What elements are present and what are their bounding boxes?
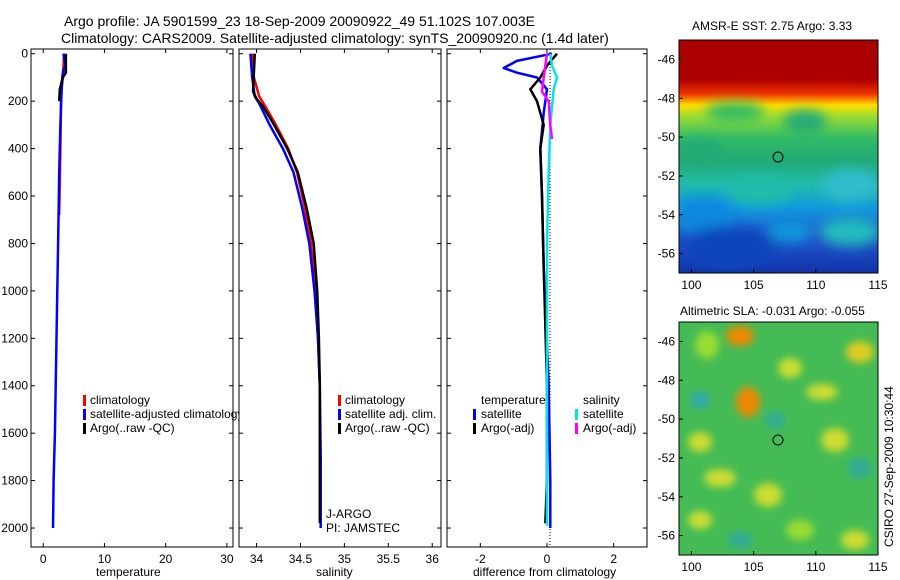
x-tick-label: 34 [250, 552, 264, 566]
legend-swatch-climatology [338, 395, 341, 406]
y-tick-label: 0 [21, 47, 28, 61]
legend-label-satellite: satellite-adjusted climatology [90, 407, 243, 421]
temperature-legend: climatology satellite-adjusted climatolo… [83, 393, 243, 435]
y-tick-label: 1400 [1, 379, 28, 393]
y-tick-label: 1800 [1, 474, 28, 488]
x-tick-label: 100 [681, 560, 701, 574]
annotation-pi: PI: JAMSTEC [326, 521, 400, 535]
difference-legend: temperature salinity satellite Argo(-adj… [473, 393, 636, 435]
x-tick-label: 35.5 [377, 552, 401, 566]
float-location-marker [772, 434, 784, 446]
y-tick-label: -48 [658, 373, 676, 387]
legend-swatch-sal-satellite [575, 409, 578, 420]
x-tick-label: 36 [426, 552, 440, 566]
series-line-salinity-satellite [545, 53, 559, 526]
series-line-argo-raw-qc- [251, 53, 322, 524]
difference-panel: -2 0 2 difference from climatology tempera… [446, 48, 648, 579]
salinity-legend: climatology satellite adj. clim. Argo(..… [338, 393, 436, 435]
y-tick-label: -52 [658, 169, 676, 183]
x-tick-label: 115 [868, 278, 887, 292]
legend-swatch-argo [83, 423, 86, 434]
temperature-axes [30, 48, 234, 548]
legend-label-argo: Argo(..raw -QC) [345, 421, 430, 435]
sla-map-title: Altimetric SLA: -0.031 Argo: -0.055 [680, 304, 865, 318]
salinity-panel: 34 34.5 35 35.5 36 salinity climatology sate… [238, 48, 442, 579]
legend-label-satellite: satellite adj. clim. [345, 407, 436, 421]
y-tick-label: -48 [658, 91, 676, 105]
x-tick-label: 2 [610, 552, 617, 566]
x-tick-label: 100 [681, 278, 701, 292]
legend-swatch-argo [338, 423, 341, 434]
y-tick-label: -50 [658, 412, 676, 426]
sst-map-field [679, 40, 878, 273]
temperature-xlabel: temperature [96, 565, 161, 579]
y-tick-label: -56 [658, 247, 676, 261]
annotation-program: J-ARGO [326, 507, 371, 521]
y-tick-label: -54 [658, 490, 676, 504]
y-tick-label: 200 [8, 94, 28, 108]
y-tick-label: -56 [658, 529, 676, 543]
sst-map-panel: AMSR-E SST: 2.75 Argo: 3.33 100 105 110 115… [658, 19, 888, 292]
y-tick-label: -52 [658, 451, 676, 465]
header-line-2: Climatology: CARS2009. Satellite-adjuste… [61, 30, 609, 46]
sst-map-axes [678, 39, 879, 274]
legend-label-climatology: climatology [90, 393, 150, 407]
y-tick-label: -46 [658, 334, 676, 348]
y-tick-label: 1000 [1, 284, 28, 298]
series-line-argo-raw-qc- [57, 53, 68, 102]
header-line-1: Argo profile: JA 5901599_23 18-Sep-2009 … [64, 13, 535, 29]
legend-swatch-climatology [83, 395, 86, 406]
legend-label-temp-satellite: satellite [481, 407, 522, 421]
series-line-salinity-argo-adj- [540, 53, 554, 140]
y-tick-label: 400 [8, 142, 28, 156]
x-tick-label: 105 [744, 560, 764, 574]
legend-label-temp-argo: Argo(-adj) [481, 421, 534, 435]
legend-label-sal-argo: Argo(-adj) [583, 421, 636, 435]
x-tick-label: 35 [338, 552, 352, 566]
y-tick-label: 1200 [1, 331, 28, 345]
x-tick-label: 115 [868, 560, 887, 574]
legend-swatch-satellite [83, 409, 86, 420]
x-tick-label: 110 [806, 278, 825, 292]
y-tick-label: -54 [658, 208, 676, 222]
salinity-xlabel: salinity [316, 565, 353, 579]
x-tick-label: 105 [744, 278, 764, 292]
sst-map-title: AMSR-E SST: 2.75 Argo: 3.33 [692, 19, 852, 33]
legend-label-argo: Argo(..raw -QC) [90, 421, 175, 435]
legend-swatch-sal-argo [575, 423, 578, 434]
legend-header-salinity: salinity [583, 393, 620, 407]
y-tick-label: -50 [658, 130, 676, 144]
legend-swatch-temp-satellite [473, 409, 476, 420]
x-tick-label: 110 [806, 560, 825, 574]
legend-label-sal-satellite: satellite [583, 407, 624, 421]
x-tick-label: 0 [40, 552, 47, 566]
legend-swatch-satellite [338, 409, 341, 420]
x-tick-label: -2 [475, 552, 486, 566]
x-tick-label: 30 [220, 552, 234, 566]
temperature-panel: 0 10 20 30 0 200 400 600 800 1000 1200 1400 1600 1800… [1, 47, 243, 579]
legend-label-climatology: climatology [345, 393, 405, 407]
series-line-satellite-adjusted-climatology [51, 53, 67, 529]
legend-header-temperature: temperature [481, 393, 546, 407]
x-tick-label: 34.5 [289, 552, 313, 566]
timestamp-label: CSIRO 27-Sep-2009 10:30:44 [882, 386, 896, 547]
x-tick-label: 10 [98, 552, 112, 566]
y-tick-label: 2000 [1, 521, 28, 535]
y-tick-label: 600 [8, 189, 28, 203]
y-tick-label: 1600 [1, 426, 28, 440]
x-tick-label: 20 [159, 552, 173, 566]
float-location-marker [772, 151, 784, 163]
sla-map-axes [678, 321, 879, 556]
difference-xlabel: difference from climatology [473, 565, 616, 579]
sla-map-panel: Altimetric SLA: -0.031 Argo: -0.055 [658, 304, 888, 574]
series-line-temperature-satellite [502, 52, 553, 528]
x-tick-label: 0 [544, 552, 551, 566]
legend-swatch-temp-argo [473, 423, 476, 434]
y-tick-label: -46 [658, 52, 676, 66]
sla-map-field [679, 322, 878, 555]
y-tick-label: 800 [8, 236, 28, 250]
